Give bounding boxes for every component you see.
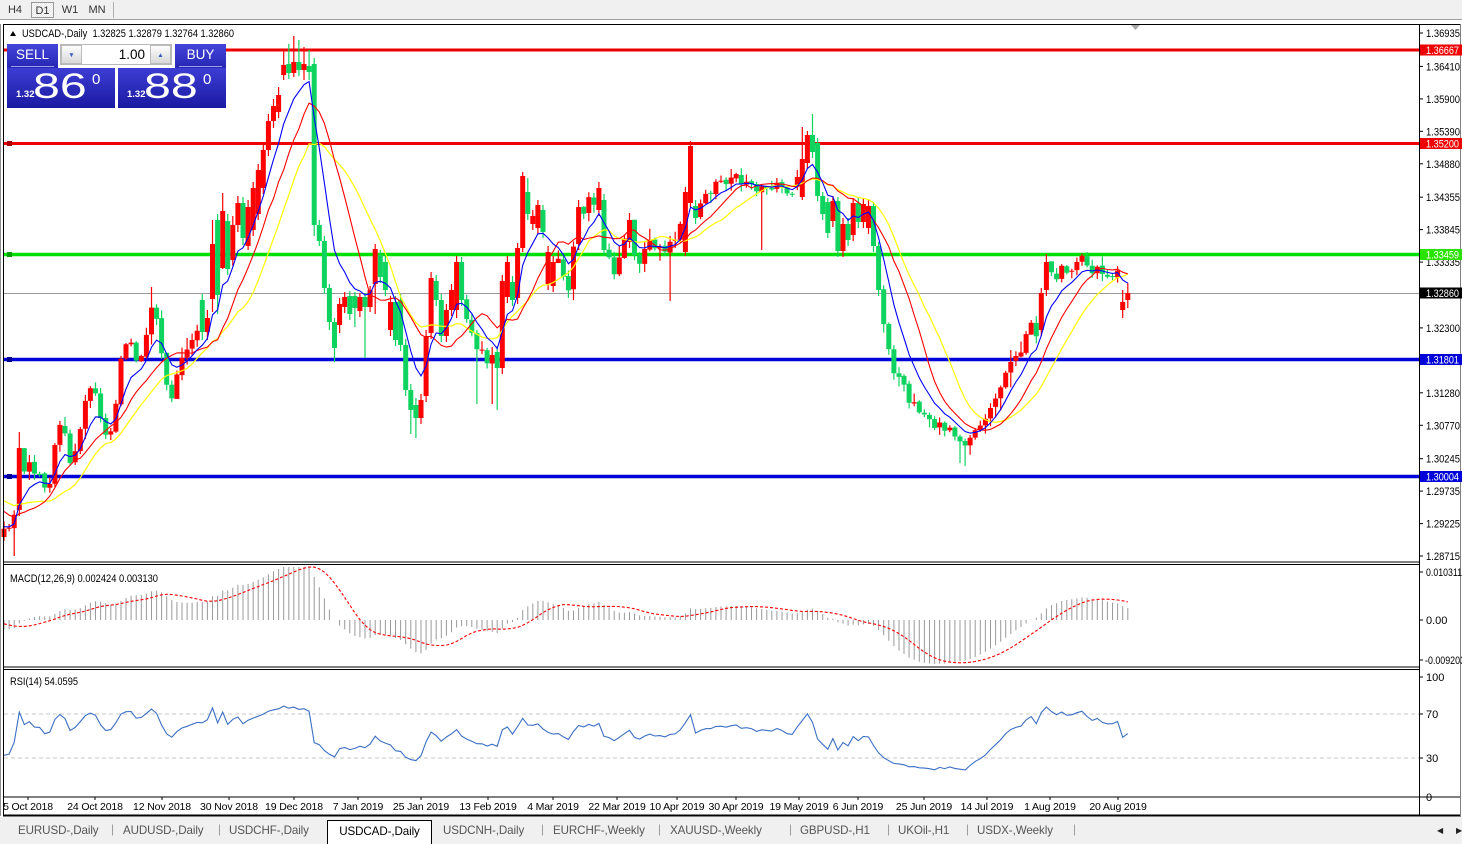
svg-text:1.31801: 1.31801 (1426, 355, 1459, 367)
svg-text:1.36667: 1.36667 (1426, 45, 1459, 57)
svg-text:1.31280: 1.31280 (1426, 388, 1460, 400)
svg-text:1.35390: 1.35390 (1426, 126, 1460, 138)
svg-text:1.36410: 1.36410 (1426, 61, 1460, 73)
svg-text:100: 100 (1426, 672, 1444, 684)
svg-text:19 Dec 2018: 19 Dec 2018 (265, 801, 323, 813)
svg-text:1.34355: 1.34355 (1426, 192, 1460, 204)
svg-text:12 Nov 2018: 12 Nov 2018 (133, 801, 191, 813)
svg-text:USDCAD-,Daily 1.32825 1.32879: USDCAD-,Daily 1.32825 1.32879 1.32764 1.… (22, 28, 234, 40)
svg-text:25 Jun 2019: 25 Jun 2019 (896, 801, 952, 813)
svg-text:0.010311: 0.010311 (1426, 567, 1462, 579)
svg-text:30: 30 (1426, 753, 1438, 765)
svg-text:0: 0 (1426, 792, 1432, 804)
svg-text:13 Feb 2019: 13 Feb 2019 (459, 801, 517, 813)
svg-text:1.29225: 1.29225 (1426, 519, 1460, 531)
svg-text:1.30770: 1.30770 (1426, 420, 1460, 432)
svg-text:1.34880: 1.34880 (1426, 159, 1460, 171)
svg-text:6 Jun 2019: 6 Jun 2019 (833, 801, 884, 813)
svg-text:20 Aug 2019: 20 Aug 2019 (1089, 801, 1147, 813)
svg-text:1.29735: 1.29735 (1426, 486, 1460, 498)
svg-text:1.30245: 1.30245 (1426, 454, 1460, 466)
svg-text:1.32860: 1.32860 (1426, 288, 1459, 300)
svg-text:30 Nov 2018: 30 Nov 2018 (200, 801, 258, 813)
svg-text:1.30004: 1.30004 (1426, 472, 1459, 484)
svg-text:RSI(14) 54.0595: RSI(14) 54.0595 (10, 676, 78, 688)
svg-text:1 Aug 2019: 1 Aug 2019 (1024, 801, 1076, 813)
svg-text:30 Apr 2019: 30 Apr 2019 (709, 801, 764, 813)
svg-text:1.36935: 1.36935 (1426, 28, 1460, 40)
svg-text:MACD(12,26,9) 0.002424 0.00313: MACD(12,26,9) 0.002424 0.003130 (10, 573, 158, 585)
svg-text:70: 70 (1426, 709, 1438, 721)
svg-text:7 Jan 2019: 7 Jan 2019 (333, 801, 384, 813)
svg-text:24 Oct 2018: 24 Oct 2018 (67, 801, 123, 813)
svg-text:22 Mar 2019: 22 Mar 2019 (588, 801, 646, 813)
svg-text:10 Apr 2019: 10 Apr 2019 (650, 801, 705, 813)
svg-text:1.33845: 1.33845 (1426, 225, 1460, 237)
svg-text:-0.009203: -0.009203 (1425, 655, 1462, 667)
svg-text:1.32300: 1.32300 (1426, 323, 1460, 335)
svg-text:25 Jan 2019: 25 Jan 2019 (393, 801, 449, 813)
svg-text:1.33335: 1.33335 (1426, 257, 1460, 269)
svg-text:1.33459: 1.33459 (1426, 250, 1459, 262)
svg-text:5 Oct 2018: 5 Oct 2018 (3, 801, 53, 813)
svg-text:1.35200: 1.35200 (1426, 139, 1459, 151)
svg-text:4 Mar 2019: 4 Mar 2019 (527, 801, 579, 813)
svg-text:0.00: 0.00 (1426, 615, 1447, 627)
svg-text:1.28715: 1.28715 (1426, 551, 1460, 563)
svg-text:1.35900: 1.35900 (1426, 94, 1460, 106)
svg-text:19 May 2019: 19 May 2019 (769, 801, 828, 813)
svg-text:14 Jul 2019: 14 Jul 2019 (961, 801, 1014, 813)
